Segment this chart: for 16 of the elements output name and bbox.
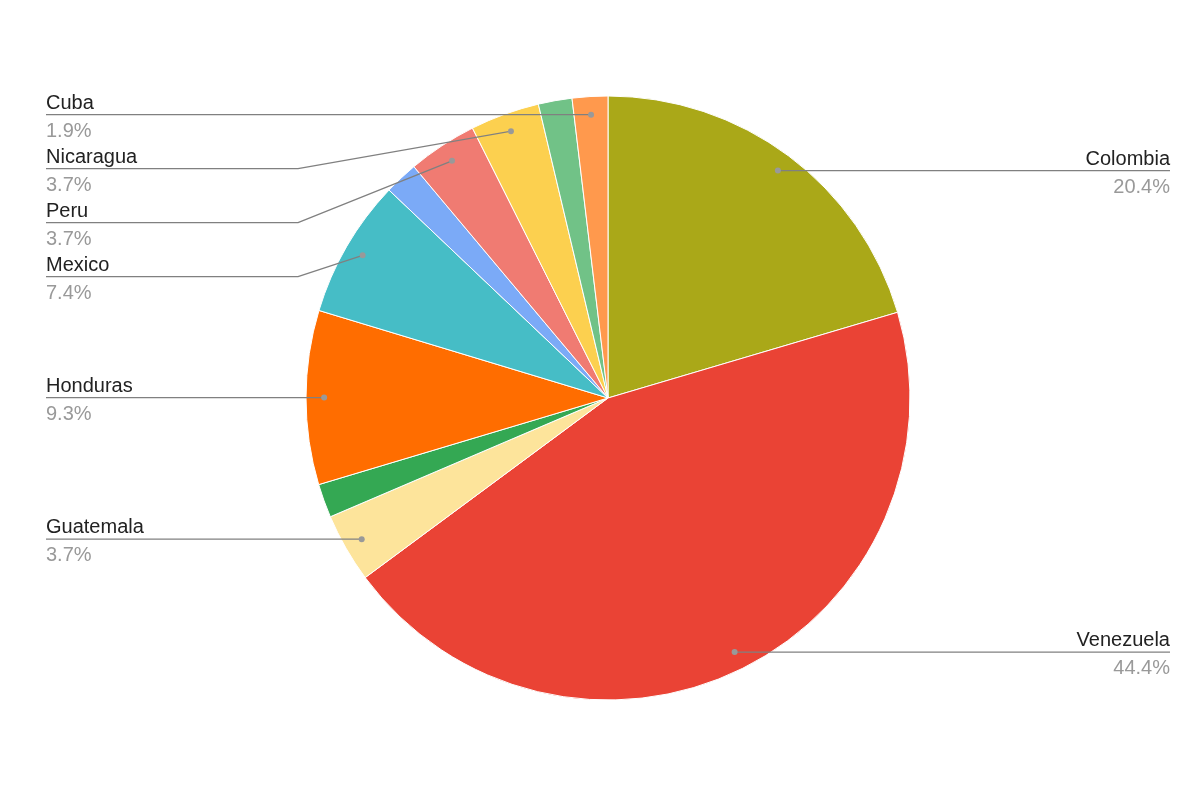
slice-label: Nicaragua (46, 144, 139, 167)
data-label: 3.7% (46, 226, 92, 249)
data-label: 7.4% (46, 280, 92, 303)
data-label: 9.3% (46, 401, 92, 424)
slice-label: Guatemala (46, 515, 145, 538)
data-label: 20.4% (1113, 174, 1171, 197)
data-label: 3.7% (46, 543, 92, 566)
data-label: 1.9% (46, 118, 92, 141)
data-label: 3.7% (46, 172, 92, 195)
slice-label: Colombia (1085, 146, 1171, 169)
slice-label: Mexico (46, 252, 110, 275)
data-label: 44.4% (1113, 656, 1171, 679)
slice-label: Venezuela (1076, 628, 1171, 651)
slice-label: Cuba (46, 90, 95, 113)
slice-label: Honduras (46, 373, 133, 396)
slice-label: Peru (46, 198, 89, 221)
